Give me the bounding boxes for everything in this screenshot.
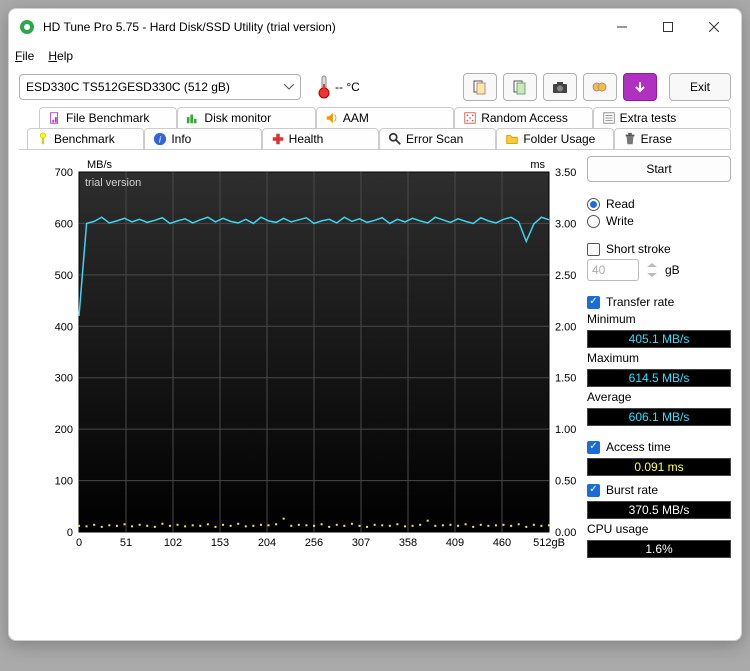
window-title: HD Tune Pro 5.75 - Hard Disk/SSD Utility… [43, 20, 599, 34]
options-button[interactable] [583, 73, 617, 101]
svg-text:460: 460 [493, 537, 511, 549]
write-radio[interactable]: Write [587, 214, 731, 228]
maximum-value: 614.5 MB/s [587, 369, 731, 387]
short-stroke-check[interactable]: Short stroke [587, 242, 731, 256]
copy-screenshot-button[interactable] [503, 73, 537, 101]
close-button[interactable] [691, 11, 737, 43]
maximize-button[interactable] [645, 11, 691, 43]
minimum-label: Minimum [587, 312, 731, 326]
svg-text:512gB: 512gB [533, 537, 565, 549]
svg-text:0: 0 [76, 537, 82, 549]
start-button[interactable]: Start [587, 156, 731, 182]
short-stroke-value[interactable]: 40 [587, 259, 639, 281]
temperature-value: -- °C [335, 80, 360, 94]
tab-erase[interactable]: Erase [614, 128, 731, 149]
burst-rate-check[interactable]: Burst rate [587, 483, 731, 497]
svg-text:trial version: trial version [85, 177, 141, 189]
access-time-check[interactable]: Access time [587, 440, 731, 454]
tabs: File BenchmarkDisk monitorAAMRandom Acce… [9, 107, 741, 150]
svg-text:600: 600 [55, 218, 73, 230]
tab-aam[interactable]: AAM [316, 107, 454, 128]
tab-random-access[interactable]: Random Access [454, 107, 592, 128]
svg-text:200: 200 [55, 424, 73, 436]
thermometer-icon [317, 74, 331, 100]
average-label: Average [587, 390, 731, 404]
drive-select-value: ESD330C TS512GESD330C (512 gB) [26, 80, 230, 94]
app-window: HD Tune Pro 5.75 - Hard Disk/SSD Utility… [8, 8, 742, 641]
svg-text:409: 409 [446, 537, 464, 549]
cpu-usage-label: CPU usage [587, 522, 731, 536]
svg-text:300: 300 [55, 373, 73, 385]
svg-text:0.50: 0.50 [555, 476, 576, 488]
screenshot-button[interactable] [543, 73, 577, 101]
svg-text:358: 358 [399, 537, 417, 549]
tab-error-scan[interactable]: Error Scan [379, 128, 496, 149]
side-panel: Start Read Write Short stroke 40 gB Tran… [587, 156, 731, 630]
cpu-usage-value: 1.6% [587, 540, 731, 558]
copy-info-button[interactable] [463, 73, 497, 101]
svg-text:MB/s: MB/s [87, 159, 113, 171]
svg-text:500: 500 [55, 270, 73, 282]
maximum-label: Maximum [587, 351, 731, 365]
svg-text:100: 100 [55, 476, 73, 488]
tab-health[interactable]: Health [262, 128, 379, 149]
svg-text:307: 307 [352, 537, 370, 549]
titlebar: HD Tune Pro 5.75 - Hard Disk/SSD Utility… [9, 9, 741, 45]
svg-text:2.50: 2.50 [555, 270, 576, 282]
svg-text:51: 51 [120, 537, 132, 549]
svg-text:0: 0 [67, 527, 73, 539]
svg-text:3.00: 3.00 [555, 218, 576, 230]
benchmark-chart: 00.001000.502001.003001.504002.005002.50… [19, 156, 579, 556]
minimize-button[interactable] [599, 11, 645, 43]
temperature: -- °C [317, 74, 360, 100]
burst-rate-value: 370.5 MB/s [587, 501, 731, 519]
svg-text:153: 153 [211, 537, 229, 549]
svg-text:204: 204 [258, 537, 276, 549]
drive-select[interactable]: ESD330C TS512GESD330C (512 gB) [19, 74, 301, 100]
spinner-icon[interactable] [645, 260, 659, 280]
menubar: File Help [9, 45, 741, 67]
app-icon [19, 19, 35, 35]
svg-text:3.50: 3.50 [555, 167, 576, 179]
tab-disk-monitor[interactable]: Disk monitor [177, 107, 315, 128]
average-value: 606.1 MB/s [587, 408, 731, 426]
menu-help[interactable]: Help [48, 49, 73, 63]
chevron-down-icon [284, 84, 294, 90]
read-radio[interactable]: Read [587, 197, 731, 211]
svg-text:102: 102 [164, 537, 182, 549]
svg-text:400: 400 [55, 321, 73, 333]
svg-text:1.00: 1.00 [555, 424, 576, 436]
svg-text:1.50: 1.50 [555, 373, 576, 385]
svg-text:ms: ms [530, 159, 545, 171]
menu-file[interactable]: File [15, 49, 34, 63]
save-button[interactable] [623, 73, 657, 101]
tab-info[interactable]: iInfo [144, 128, 261, 149]
tab-extra-tests[interactable]: Extra tests [593, 107, 731, 128]
svg-text:256: 256 [305, 537, 323, 549]
content: 00.001000.502001.003001.504002.005002.50… [9, 150, 741, 640]
transfer-rate-check[interactable]: Transfer rate [587, 295, 731, 309]
tab-folder-usage[interactable]: Folder Usage [496, 128, 613, 149]
exit-button[interactable]: Exit [669, 73, 731, 101]
toolbar: ESD330C TS512GESD330C (512 gB) -- °C Exi… [9, 67, 741, 107]
tab-file-benchmark[interactable]: File Benchmark [39, 107, 177, 128]
minimum-value: 405.1 MB/s [587, 330, 731, 348]
access-time-value: 0.091 ms [587, 458, 731, 476]
svg-text:2.00: 2.00 [555, 321, 576, 333]
svg-text:700: 700 [55, 167, 73, 179]
tab-benchmark[interactable]: Benchmark [27, 128, 144, 149]
